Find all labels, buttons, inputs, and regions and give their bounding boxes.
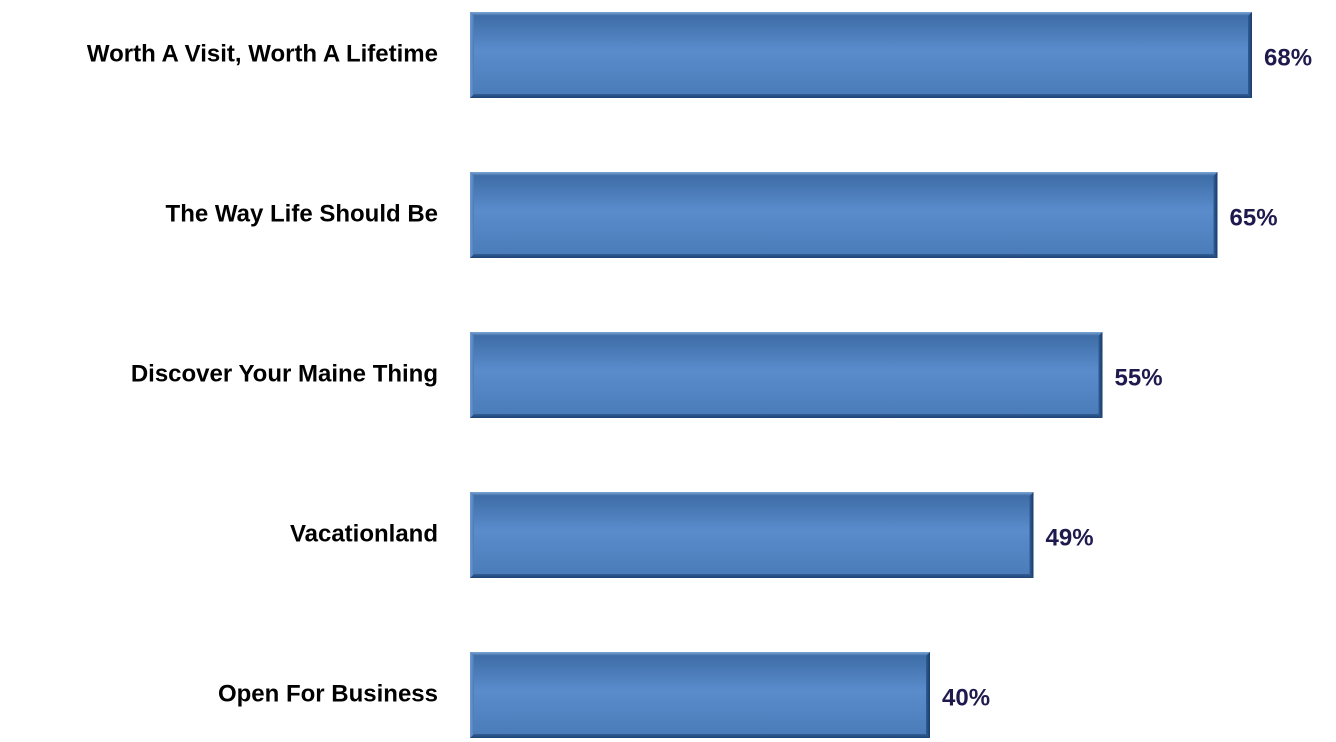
bar-bevel-left <box>470 172 474 258</box>
category-label: Worth A Visit, Worth A Lifetime <box>87 40 438 67</box>
bar-bevel-bottom <box>470 734 930 738</box>
value-label: 40% <box>942 684 990 711</box>
bar-bevel-top <box>470 652 930 656</box>
bar <box>470 12 1252 98</box>
value-label: 65% <box>1230 204 1278 231</box>
bar-bevel-right <box>926 652 930 738</box>
bar <box>470 652 930 738</box>
category-label: Open For Business <box>218 680 438 707</box>
bar <box>470 492 1034 578</box>
bar-bevel-top <box>470 172 1218 176</box>
bar-bevel-right <box>1098 332 1103 418</box>
bar-bevel-top <box>470 492 1034 496</box>
bar-bevel-bottom <box>470 254 1218 258</box>
category-label: The Way Life Should Be <box>166 200 438 227</box>
value-label: 49% <box>1046 524 1094 551</box>
bar-bevel-right <box>1248 12 1252 98</box>
bar-group-4: Open For Business 40% <box>218 652 990 738</box>
bar <box>470 332 1103 418</box>
value-label: 55% <box>1115 364 1163 391</box>
bar-bevel-bottom <box>470 414 1103 418</box>
bar-bevel-top <box>470 12 1252 16</box>
bar-group-1: The Way Life Should Be 65% <box>166 172 1278 258</box>
bar-bevel-bottom <box>470 94 1252 98</box>
bar-group-3: Vacationland 49% <box>290 492 1094 578</box>
value-label: 68% <box>1264 44 1312 71</box>
bar-bevel-left <box>470 652 474 738</box>
bar-bevel-right <box>1213 172 1218 258</box>
bar-group-0: Worth A Visit, Worth A Lifetime 68% <box>87 12 1312 98</box>
bar-bevel-right <box>1029 492 1034 578</box>
bar-bevel-left <box>470 332 474 418</box>
bar-bevel-left <box>470 492 474 578</box>
bar-bevel-left <box>470 12 474 98</box>
bar-bevel-top <box>470 332 1103 336</box>
bar-group-2: Discover Your Maine Thing 55% <box>131 332 1163 418</box>
category-label: Vacationland <box>290 520 438 547</box>
bar-bevel-bottom <box>470 574 1034 578</box>
bars-layer: Worth A Visit, Worth A Lifetime 68% The Wa… <box>87 12 1312 738</box>
category-label: Discover Your Maine Thing <box>131 360 438 387</box>
bar <box>470 172 1218 258</box>
